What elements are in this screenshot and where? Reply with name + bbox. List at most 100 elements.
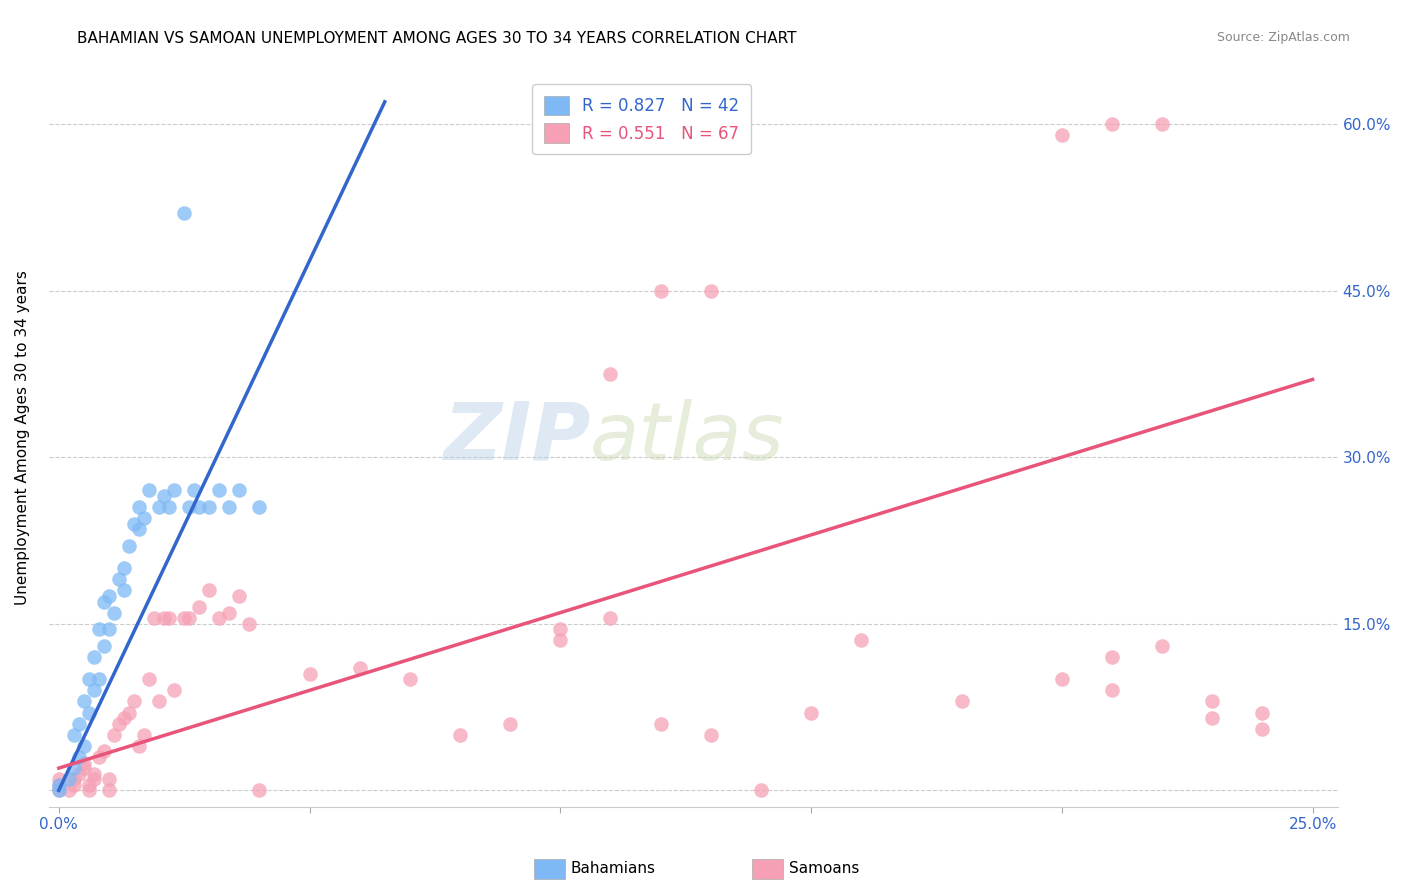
Point xyxy=(550,633,572,648)
Point xyxy=(132,728,155,742)
Point xyxy=(83,772,105,787)
Point xyxy=(77,706,100,720)
Text: Bahamians: Bahamians xyxy=(571,862,655,876)
Point xyxy=(63,728,86,742)
Point xyxy=(63,778,86,792)
Point xyxy=(153,489,176,503)
Point xyxy=(87,750,110,764)
Point xyxy=(1201,694,1223,708)
Point xyxy=(650,284,672,298)
Point xyxy=(93,639,115,653)
Point xyxy=(67,750,90,764)
Point xyxy=(143,611,166,625)
Point xyxy=(97,772,120,787)
Point xyxy=(247,783,270,797)
Point xyxy=(73,761,96,775)
Point xyxy=(73,739,96,753)
Point xyxy=(247,500,270,515)
Point xyxy=(87,673,110,687)
Point xyxy=(122,516,145,531)
Point xyxy=(499,716,522,731)
Point xyxy=(148,694,170,708)
Point xyxy=(228,589,250,603)
Text: Samoans: Samoans xyxy=(789,862,859,876)
Point xyxy=(103,728,125,742)
Point xyxy=(103,606,125,620)
Point xyxy=(128,522,150,536)
Point xyxy=(48,783,70,797)
Point xyxy=(188,500,211,515)
Point xyxy=(700,728,723,742)
Text: Source: ZipAtlas.com: Source: ZipAtlas.com xyxy=(1216,31,1350,45)
Point xyxy=(198,583,221,598)
Point xyxy=(83,683,105,698)
Point xyxy=(208,611,231,625)
Point xyxy=(228,483,250,498)
Point xyxy=(650,716,672,731)
Point xyxy=(112,561,135,575)
Point xyxy=(77,783,100,797)
Point xyxy=(118,539,141,553)
Point xyxy=(108,716,131,731)
Point xyxy=(173,206,195,220)
Point xyxy=(1101,650,1123,665)
Point xyxy=(550,623,572,637)
Point xyxy=(97,623,120,637)
Point xyxy=(97,589,120,603)
Point xyxy=(238,616,260,631)
Point xyxy=(93,744,115,758)
Point xyxy=(1251,706,1274,720)
Point xyxy=(349,661,371,675)
Point xyxy=(48,772,70,787)
Point xyxy=(599,611,621,625)
Point xyxy=(138,673,160,687)
Point xyxy=(58,783,80,797)
Point xyxy=(112,711,135,725)
Legend: R = 0.827   N = 42, R = 0.551   N = 67: R = 0.827 N = 42, R = 0.551 N = 67 xyxy=(533,84,751,154)
Point xyxy=(1050,128,1073,143)
Point xyxy=(67,716,90,731)
Text: ZIP: ZIP xyxy=(443,399,591,476)
Point xyxy=(138,483,160,498)
Point xyxy=(77,673,100,687)
Point xyxy=(118,706,141,720)
Point xyxy=(950,694,973,708)
Point xyxy=(67,766,90,780)
Point xyxy=(1152,639,1174,653)
Point xyxy=(851,633,873,648)
Point xyxy=(48,778,70,792)
Point xyxy=(87,623,110,637)
Point xyxy=(749,783,772,797)
Point xyxy=(157,611,180,625)
Point xyxy=(179,611,201,625)
Point xyxy=(1201,711,1223,725)
Point xyxy=(449,728,471,742)
Point xyxy=(157,500,180,515)
Point xyxy=(800,706,823,720)
Point xyxy=(83,766,105,780)
Point xyxy=(58,772,80,787)
Point xyxy=(163,483,186,498)
Point xyxy=(298,666,321,681)
Point xyxy=(148,500,170,515)
Point xyxy=(128,739,150,753)
Point xyxy=(63,761,86,775)
Point xyxy=(1101,117,1123,131)
Point xyxy=(73,694,96,708)
Point xyxy=(163,683,186,698)
Point xyxy=(173,611,195,625)
Point xyxy=(599,367,621,381)
Point xyxy=(108,572,131,586)
Point xyxy=(153,611,176,625)
Point xyxy=(1152,117,1174,131)
Point xyxy=(398,673,420,687)
Point xyxy=(122,694,145,708)
Point xyxy=(93,594,115,608)
Point xyxy=(73,756,96,770)
Text: BAHAMIAN VS SAMOAN UNEMPLOYMENT AMONG AGES 30 TO 34 YEARS CORRELATION CHART: BAHAMIAN VS SAMOAN UNEMPLOYMENT AMONG AG… xyxy=(77,31,797,46)
Point xyxy=(112,583,135,598)
Point xyxy=(63,772,86,787)
Point xyxy=(198,500,221,515)
Point xyxy=(179,500,201,515)
Point xyxy=(188,600,211,615)
